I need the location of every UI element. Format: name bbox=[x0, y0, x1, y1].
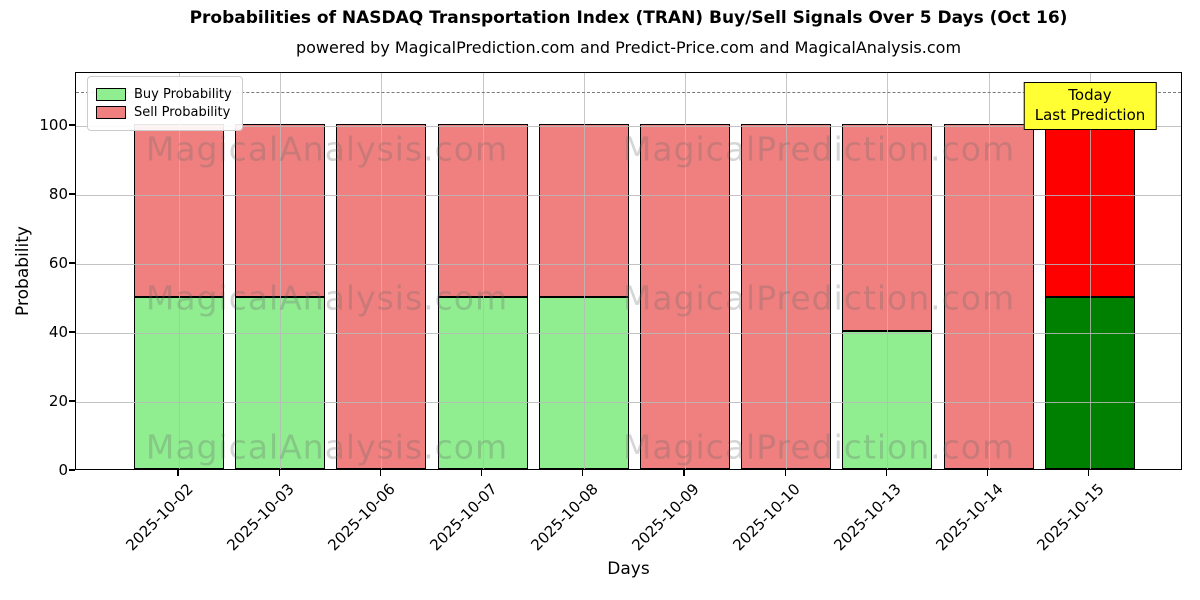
watermark-text-row2-col2: MagicalPrediction.com bbox=[622, 278, 1016, 318]
threshold-dashed-line bbox=[76, 91, 1181, 93]
x-tick-mark-2025-10-03 bbox=[278, 470, 280, 476]
y-tick-mark-100 bbox=[69, 124, 75, 126]
gridline-v-2025-10-13 bbox=[887, 73, 889, 469]
y-tick-label-60: 60 bbox=[48, 254, 68, 273]
gridline-v-2025-10-14 bbox=[988, 73, 990, 469]
gridline-v-2025-10-08 bbox=[583, 73, 585, 469]
legend-item-sell: Sell Probability bbox=[96, 105, 232, 120]
gridline-h-20 bbox=[76, 402, 1181, 404]
watermark-text-row3-col2: MagicalPrediction.com bbox=[622, 427, 1016, 467]
legend-swatch-sell bbox=[96, 106, 126, 119]
gridline-v-2025-10-10 bbox=[786, 73, 788, 469]
grid-layer bbox=[76, 73, 1181, 469]
y-tick-label-40: 40 bbox=[48, 323, 68, 342]
legend-label-sell: Sell Probability bbox=[134, 105, 231, 120]
gridline-v-2025-10-09 bbox=[685, 73, 686, 469]
x-tick-mark-2025-10-10 bbox=[784, 470, 786, 476]
x-tick-mark-2025-10-08 bbox=[582, 470, 584, 476]
gridline-v-2025-10-07 bbox=[482, 73, 484, 469]
watermark-text-row1-col2: MagicalPrediction.com bbox=[622, 129, 1016, 169]
watermark-text-row3-col1: MagicalAnalysis.com bbox=[145, 427, 509, 467]
gridline-v-2025-10-06 bbox=[381, 73, 383, 469]
watermark-text-row1-col1: MagicalAnalysis.com bbox=[145, 129, 509, 169]
legend-label-buy: Buy Probability bbox=[134, 87, 232, 102]
chart-title: Probabilities of NASDAQ Transportation I… bbox=[189, 8, 1068, 28]
legend: Buy Probability Sell Probability bbox=[87, 76, 243, 131]
y-tick-mark-80 bbox=[69, 193, 75, 195]
x-tick-mark-2025-10-13 bbox=[885, 470, 888, 476]
gridline-h-100 bbox=[76, 126, 1181, 128]
y-tick-mark-20 bbox=[69, 400, 75, 402]
x-tick-mark-2025-10-09 bbox=[683, 470, 685, 476]
gridline-h-80 bbox=[76, 195, 1181, 197]
watermark-layer: MagicalAnalysis.com MagicalPrediction.com… bbox=[76, 73, 1181, 469]
gridline-h-40 bbox=[76, 333, 1181, 335]
y-tick-label-80: 80 bbox=[48, 185, 68, 204]
x-axis-title: Days bbox=[607, 559, 650, 579]
y-tick-mark-40 bbox=[69, 331, 75, 333]
gridline-h-60 bbox=[76, 264, 1181, 266]
legend-swatch-buy bbox=[96, 88, 126, 101]
chart-subtitle: powered by MagicalPrediction.com and Pre… bbox=[295, 38, 962, 57]
watermark-text-row2-col1: MagicalAnalysis.com bbox=[145, 278, 509, 318]
x-tick-mark-2025-10-15 bbox=[1088, 470, 1090, 476]
y-tick-label-100: 100 bbox=[39, 116, 68, 135]
today-annotation-line1: Today bbox=[1068, 86, 1112, 104]
x-tick-mark-2025-10-14 bbox=[986, 470, 989, 476]
y-tick-label-0: 0 bbox=[58, 461, 68, 479]
y-tick-label-20: 20 bbox=[48, 392, 68, 411]
x-tick-label-2025-10-02: 2025-10-02 bbox=[122, 480, 197, 555]
x-tick-mark-2025-10-07 bbox=[480, 470, 483, 476]
legend-item-buy: Buy Probability bbox=[96, 87, 232, 102]
gridline-v-2025-10-02 bbox=[179, 73, 180, 469]
x-tick-mark-2025-10-06 bbox=[379, 470, 382, 476]
plot-area: MagicalAnalysis.com MagicalPrediction.com… bbox=[75, 72, 1182, 470]
gridline-v-2025-10-03 bbox=[280, 73, 282, 469]
today-annotation-line2: Last Prediction bbox=[1034, 106, 1146, 124]
gridline-v-2025-10-15 bbox=[1089, 73, 1091, 469]
today-annotation-box: Today Last Prediction bbox=[1023, 82, 1157, 130]
y-tick-mark-60 bbox=[69, 262, 75, 264]
x-tick-mark-2025-10-02 bbox=[177, 470, 179, 476]
y-tick-mark-0 bbox=[69, 469, 75, 471]
